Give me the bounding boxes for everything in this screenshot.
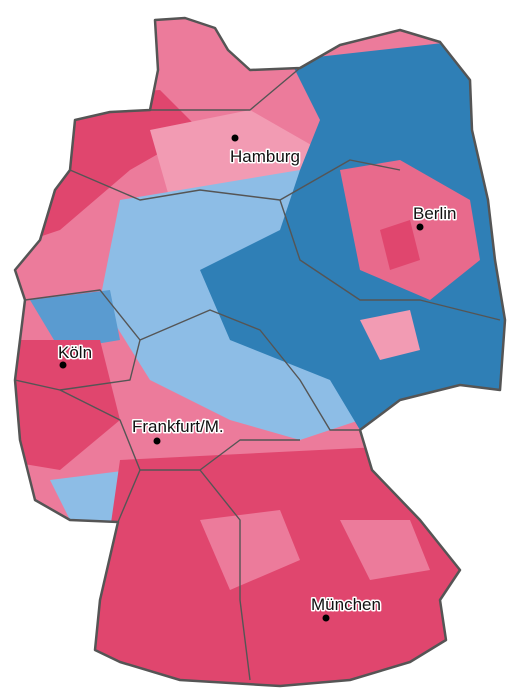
region-saxony-pink — [360, 310, 420, 360]
city-dot — [59, 361, 67, 369]
state-border — [14, 289, 141, 391]
city-dot — [153, 437, 161, 445]
city-label: Frankfurt/M. — [132, 417, 224, 436]
region-west — [15, 340, 120, 470]
state-borders — [13, 16, 507, 688]
city-label: Hamburg — [230, 147, 300, 166]
state-border — [199, 469, 251, 681]
city-dot — [231, 134, 239, 142]
city-dot — [322, 614, 330, 622]
cities: Hamburg Berlin Köln Frankfurt/M. München — [57, 134, 458, 622]
region-south-pink — [200, 510, 300, 590]
state-border — [59, 389, 141, 523]
region-saar — [50, 470, 130, 530]
city-label: München — [311, 595, 381, 614]
state-border — [150, 67, 301, 111]
state-border — [140, 439, 300, 471]
region-ruhr — [30, 290, 120, 350]
region-berlin-ring — [380, 220, 420, 270]
city-label: Berlin — [413, 204, 456, 223]
city-label: Köln — [58, 343, 92, 362]
state-border — [139, 309, 360, 431]
city-dot — [416, 223, 424, 231]
state-border — [69, 159, 401, 201]
region-bavaria-pink — [340, 520, 430, 580]
state-border — [279, 199, 501, 321]
